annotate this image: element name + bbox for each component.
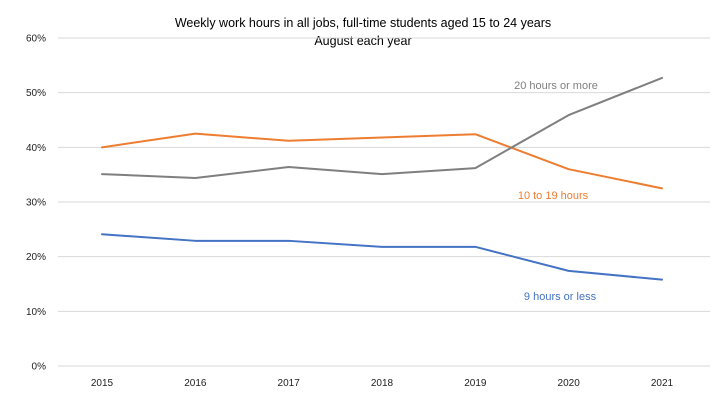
series-label-20-hours-or-more: 20 hours or more (514, 80, 598, 92)
series-labels: 9 hours or less 10 to 19 hours 20 hours or… (514, 80, 598, 303)
series-label-10-to-19-hours: 10 to 19 hours (518, 190, 589, 202)
y-tick-label: 10% (26, 307, 46, 318)
y-tick-label: 50% (26, 88, 46, 99)
x-tick-label: 2016 (184, 378, 207, 389)
x-axis-tick-labels: 2015 2016 2017 2018 2019 2020 2021 (91, 378, 674, 389)
series-label-9-hours-or-less: 9 hours or less (524, 291, 597, 303)
y-tick-label: 30% (26, 198, 46, 209)
y-tick-label: 60% (26, 34, 46, 45)
series-lines (101, 76, 663, 281)
y-tick-label: 20% (26, 252, 46, 263)
y-tick-label: 0% (32, 362, 47, 373)
x-tick-label: 2017 (278, 378, 301, 389)
x-tick-label: 2015 (91, 378, 114, 389)
series-line-10-to-19-hours (101, 132, 663, 190)
chart-title: Weekly work hours in all jobs, full-time… (175, 16, 551, 30)
x-tick-label: 2021 (651, 378, 674, 389)
gridlines (58, 37, 710, 367)
x-tick-label: 2020 (558, 378, 581, 389)
x-tick-label: 2018 (371, 378, 394, 389)
x-tick-label: 2019 (464, 378, 487, 389)
chart-subtitle: August each year (314, 34, 411, 48)
y-tick-label: 40% (26, 143, 46, 154)
y-axis-tick-labels: 0% 10% 20% 30% 40% 50% 60% (26, 34, 46, 373)
